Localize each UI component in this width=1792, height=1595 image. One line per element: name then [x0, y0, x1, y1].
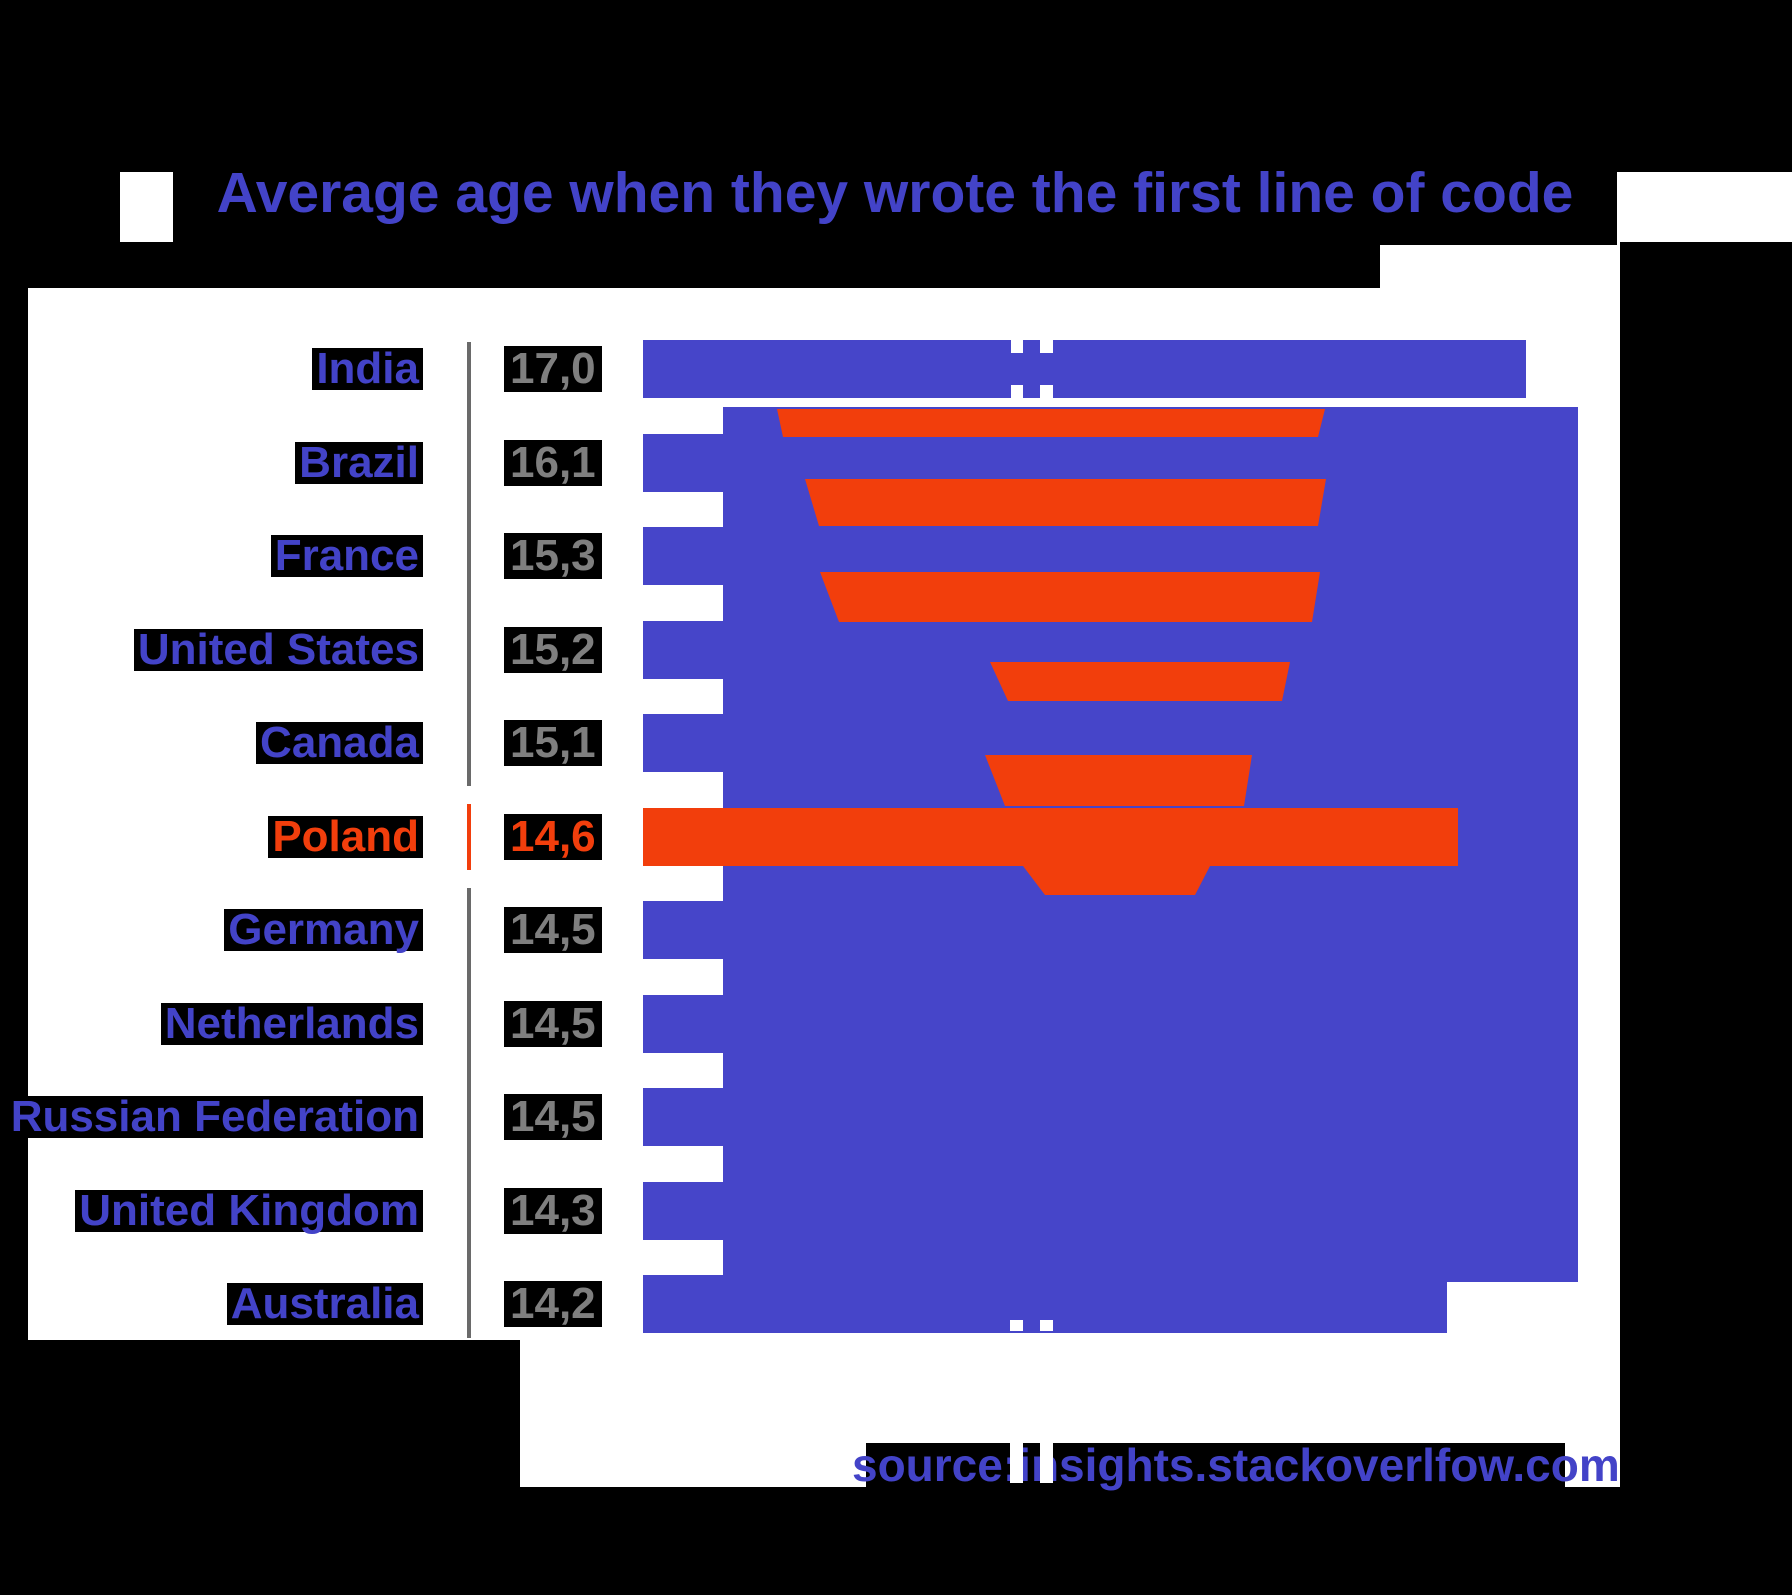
category-label-poland: Poland	[268, 812, 423, 861]
artifact-dash-icon	[1011, 385, 1023, 398]
category-label-france: France	[270, 531, 423, 580]
category-label-australia: Australia	[226, 1279, 423, 1328]
bar-united-kingdom	[643, 1181, 1450, 1240]
value-label-canada: 15,1	[504, 718, 602, 767]
bar-canada	[643, 714, 1473, 772]
card-top-right-white-patch	[1380, 242, 1620, 288]
category-label-united-states: United States	[133, 625, 423, 674]
artifact-dash-icon	[1010, 1320, 1023, 1331]
source-box	[866, 1443, 1565, 1487]
value-label-germany: 14,5	[504, 905, 602, 954]
bar-poland	[643, 807, 1459, 866]
bar-france	[643, 527, 1478, 585]
artifact-dash-icon	[1040, 340, 1053, 353]
bar-brazil	[643, 433, 1501, 492]
bar-united-states	[643, 620, 1476, 679]
value-label-brazil: 16,1	[504, 438, 602, 487]
value-label-netherlands: 14,5	[504, 999, 602, 1048]
category-label-netherlands: Netherlands	[160, 999, 423, 1048]
category-label-india: India	[312, 344, 423, 393]
category-label-united-kingdom: United Kingdom	[75, 1186, 423, 1235]
artifact-dash-icon	[1040, 1443, 1053, 1483]
bar-russian-federation	[643, 1088, 1456, 1146]
value-label-india: 17,0	[504, 344, 602, 393]
value-label-australia: 14,2	[504, 1279, 602, 1328]
axis-line-poland-segment	[467, 804, 471, 870]
bar-india	[643, 340, 1526, 398]
value-label-poland: 14,6	[504, 812, 602, 861]
artifact-dash-icon	[1010, 1443, 1023, 1483]
bar-germany	[643, 901, 1456, 959]
category-label-russian-federation: Russian Federation	[6, 1092, 423, 1141]
category-label-canada: Canada	[256, 718, 423, 767]
axis-line-upper	[467, 342, 471, 786]
page-title: Average age when they wrote the first li…	[216, 160, 1574, 225]
source-text: source:insights.stackoverlfow.com	[852, 1439, 1620, 1491]
category-label-germany: Germany	[224, 905, 423, 954]
artifact-dash-icon	[1040, 1320, 1053, 1331]
artifact-dash-icon	[1040, 385, 1053, 398]
axis-line-lower	[467, 888, 471, 1338]
bar-netherlands	[643, 994, 1456, 1053]
value-label-russian-federation: 14,5	[504, 1092, 602, 1141]
category-label-brazil: Brazil	[295, 438, 423, 487]
value-label-france: 15,3	[504, 531, 602, 580]
value-label-united-states: 15,2	[504, 625, 602, 674]
artifact-dash-icon	[1011, 340, 1023, 353]
title-box: Average age when they wrote the first li…	[173, 140, 1617, 245]
value-label-united-kingdom: 14,3	[504, 1186, 602, 1235]
